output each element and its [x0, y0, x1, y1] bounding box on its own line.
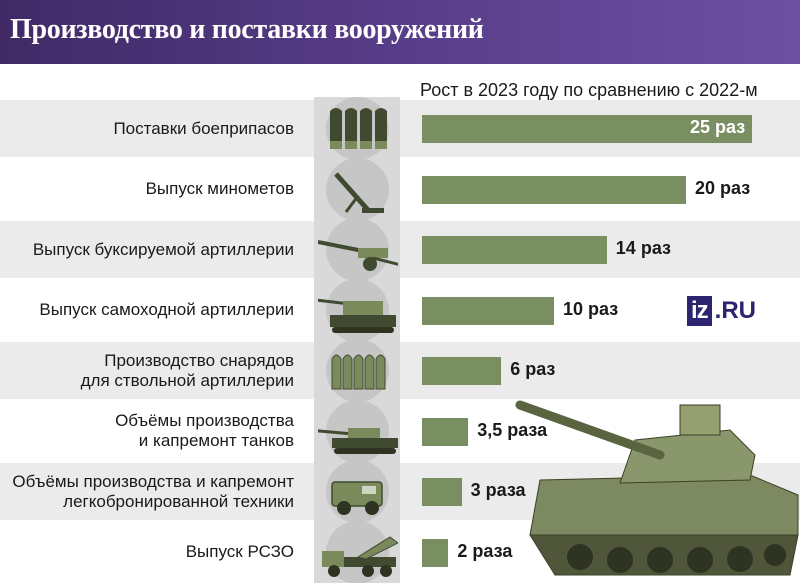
bar	[422, 357, 502, 385]
logo-iz-mark: iz	[687, 296, 712, 326]
bar	[422, 296, 554, 325]
page-title: Производство и поставки вооружений	[10, 14, 484, 45]
shells-icon	[326, 339, 389, 402]
category-label-line: Объёмы производства и капремонт	[12, 471, 294, 491]
chart-row: Выпуск буксируемой артиллерии	[0, 221, 800, 278]
category-label-line: Выпуск минометов	[145, 179, 294, 198]
mortar-icon	[326, 157, 389, 221]
chart-row: Выпуск минометов	[0, 161, 800, 218]
category-label: Выпуск минометов	[146, 161, 294, 218]
category-label: Выпуск РСЗО	[186, 524, 294, 581]
bar	[422, 175, 686, 204]
value-label: 6 раз	[510, 359, 556, 379]
bar	[422, 478, 462, 506]
category-label-line: для ствольной артиллерии	[80, 370, 294, 390]
chart-row: Производство снарядов для ствольной артил…	[0, 342, 800, 399]
towed-artillery-icon	[318, 218, 398, 281]
category-label: Объёмы производства и капремонт легкоброн…	[12, 463, 294, 520]
bar	[422, 236, 607, 264]
category-label: Выпуск самоходной артиллерии	[39, 282, 294, 339]
armored-vehicle-icon	[326, 460, 389, 523]
chart-subtitle: Рост в 2023 году по сравнению с 2022-м	[420, 80, 758, 100]
value-label: 3,5 раза	[477, 419, 548, 440]
chart-row: Выпуск РСЗО	[0, 524, 800, 581]
tank-illustration	[515, 400, 799, 576]
logo-ru-text: .RU	[714, 297, 757, 324]
category-label: Поставки боеприпасов	[113, 100, 294, 157]
category-label-line: Выпуск буксируемой артиллерии	[32, 239, 294, 259]
iz-ru-logo: iz .RU	[687, 295, 756, 327]
bar	[422, 115, 752, 143]
category-label: Выпуск буксируемой артиллерии	[33, 221, 294, 278]
category-label-line: легкобронированной техники	[63, 491, 294, 511]
ammunition-icon	[326, 97, 389, 160]
value-label: 25 раз	[690, 117, 746, 137]
category-label-line: и капремонт танков	[138, 431, 294, 450]
header-banner: Производство и поставки вооружений	[0, 0, 800, 64]
category-label-line: Выпуск самоходной артиллерии	[39, 300, 294, 319]
bar	[422, 417, 469, 446]
value-label: 10 раз	[563, 298, 619, 319]
chart-row: Выпуск самоходной артиллерии	[0, 282, 800, 339]
category-label-line: Поставки боеприпасов	[113, 118, 294, 138]
value-label: 14 раз	[615, 238, 671, 258]
value-label: 2 раза	[457, 540, 513, 561]
value-label: 20 раз	[695, 177, 751, 198]
category-label-line: Производство снарядов	[104, 350, 294, 370]
bar	[422, 538, 449, 567]
value-label: 3 раза	[470, 480, 526, 500]
category-label-line: Выпуск РСЗО	[185, 542, 294, 561]
category-label-line: Объёмы производства	[115, 411, 294, 430]
category-label: Объёмы производства и капремонт танков	[115, 403, 294, 460]
self-propelled-artillery-icon	[318, 278, 396, 342]
chart-row: Объёмы производства и капремонт танков	[0, 403, 800, 460]
mlrs-icon	[322, 520, 398, 583]
tank-icon	[318, 399, 398, 463]
category-label: Производство снарядов для ствольной артил…	[81, 342, 294, 399]
